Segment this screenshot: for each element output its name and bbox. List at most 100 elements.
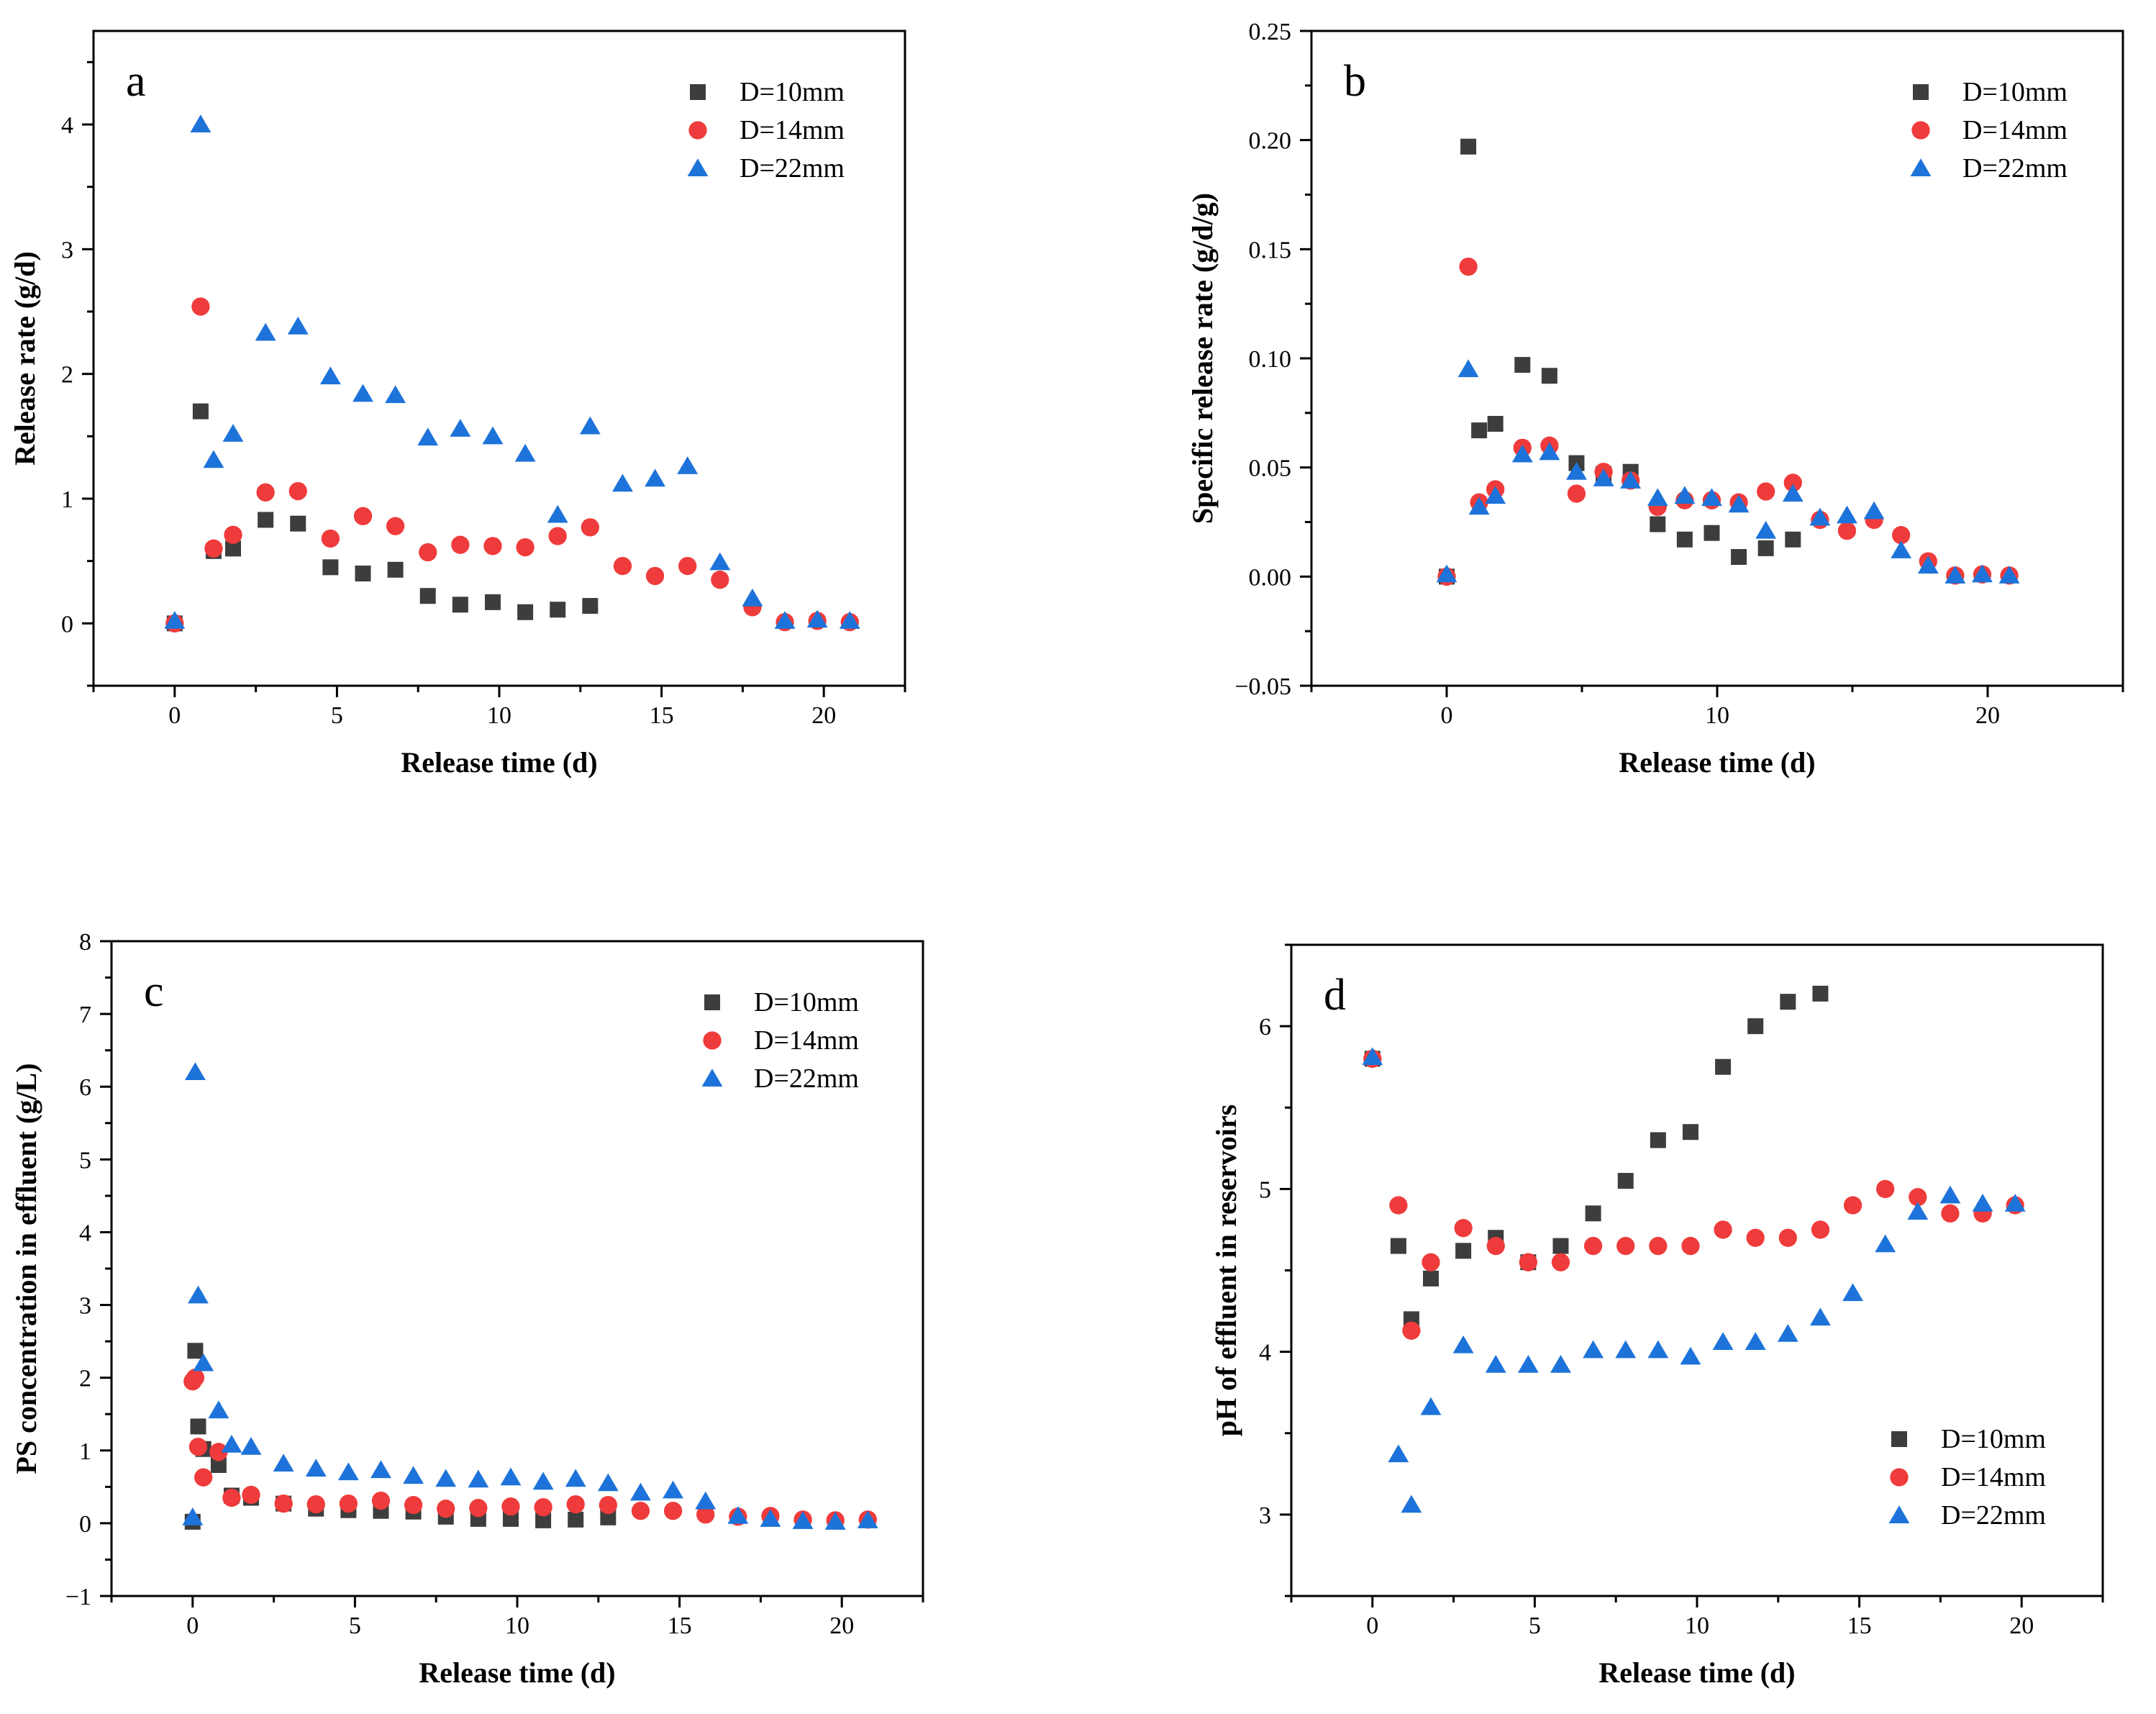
series-d-22mm	[1436, 359, 2020, 584]
data-point	[190, 114, 211, 132]
data-point	[186, 1369, 205, 1387]
y-axis-label: PS concentration in effluent (g/L)	[10, 1063, 42, 1474]
y-tick-label: 2	[61, 362, 73, 389]
data-point	[1755, 520, 1777, 539]
data-point	[194, 1468, 213, 1487]
data-point	[210, 1457, 227, 1473]
panel-letter: a	[126, 57, 146, 106]
panel-d-ph-effluent: 0 5 10 15 20 3 4 5 6 Release time (d) pH of efflue…	[1210, 943, 2104, 1689]
y-tick-label: 0	[79, 1511, 91, 1538]
panel-a-release-rate: 0 5 10 15 20 0 1 2 3 4 Release time (d) Release rat…	[9, 30, 906, 779]
panel-letter: c	[144, 967, 164, 1016]
data-point	[534, 1497, 552, 1517]
data-point	[1647, 488, 1668, 507]
data-point	[582, 598, 599, 615]
legend-marker	[1891, 1431, 1907, 1447]
data-point	[404, 1495, 423, 1515]
data-point	[1552, 1238, 1569, 1254]
data-point	[548, 527, 567, 545]
data-point	[581, 518, 599, 537]
data-point	[1778, 1228, 1797, 1247]
data-point	[1757, 540, 1774, 556]
data-point	[435, 1469, 457, 1487]
data-point	[225, 540, 242, 557]
data-point	[1452, 1335, 1474, 1353]
data-point	[547, 504, 568, 523]
data-point	[1422, 1253, 1440, 1271]
legend-label: D=10mm	[754, 987, 859, 1017]
data-point	[663, 1480, 684, 1499]
legend-marker	[1910, 158, 1932, 176]
series-d-14mm	[1363, 1049, 2024, 1340]
legend-marker	[704, 994, 720, 1010]
data-point	[1485, 486, 1506, 504]
data-point	[1460, 138, 1477, 155]
x-tick-label: 10	[487, 702, 511, 729]
data-point	[319, 366, 341, 385]
data-point	[1454, 1219, 1473, 1238]
data-point	[501, 1497, 520, 1516]
y-tick-label: 0.10	[1249, 346, 1292, 373]
data-point	[1617, 1173, 1634, 1189]
data-point	[1715, 1058, 1732, 1075]
x-axis-label: Release time (d)	[1619, 746, 1815, 779]
data-point	[1876, 1179, 1895, 1199]
data-point	[242, 1485, 260, 1505]
y-tick-label: 2	[79, 1366, 91, 1392]
legend-label: D=22mm	[740, 153, 845, 183]
data-point	[839, 611, 860, 629]
data-point	[514, 443, 536, 462]
data-point	[1783, 473, 1802, 492]
data-point	[1746, 1228, 1765, 1247]
y-tick-label: 5	[1259, 1176, 1271, 1203]
data-point	[1517, 1354, 1539, 1373]
series-d-22mm	[182, 1062, 878, 1530]
data-point	[1457, 359, 1479, 378]
data-point	[1511, 444, 1533, 463]
data-point	[1539, 442, 1560, 461]
data-point	[1842, 1283, 1864, 1302]
data-point	[1891, 540, 1912, 558]
data-point	[1875, 1234, 1896, 1253]
data-point	[1388, 1444, 1409, 1463]
data-point	[203, 450, 224, 468]
data-point	[1551, 1253, 1570, 1271]
data-point	[1777, 1323, 1798, 1342]
x-tick-label: 5	[349, 1613, 361, 1639]
data-point	[579, 416, 601, 435]
data-point	[288, 481, 307, 501]
data-point	[711, 571, 729, 589]
data-point	[1650, 1132, 1666, 1148]
data-point	[612, 473, 633, 492]
x-tick-label: 20	[1975, 702, 2000, 729]
data-point	[1810, 1307, 1831, 1326]
data-point	[468, 1469, 489, 1488]
x-tick-label: 20	[2009, 1613, 2034, 1639]
data-point	[1681, 1236, 1700, 1256]
data-point	[222, 424, 244, 442]
data-point	[1680, 1346, 1701, 1365]
data-point	[1785, 531, 1801, 548]
data-point	[451, 535, 470, 554]
legend-marker	[703, 1031, 722, 1050]
legend-marker	[687, 158, 709, 176]
data-point	[371, 1491, 391, 1510]
data-point	[355, 566, 371, 581]
x-tick-label: 15	[668, 1613, 692, 1639]
data-point	[322, 559, 339, 576]
panel-b-specific-release-rate: 0 10 20 −0.05 0.00 0.05 0.10 0.15 0.20 0.25 Releas…	[1186, 19, 2124, 779]
data-point	[1566, 461, 1587, 480]
y-tick-label: 1	[79, 1438, 91, 1465]
data-point	[532, 1472, 554, 1490]
data-point	[222, 1488, 241, 1507]
series-d-14mm	[165, 297, 859, 632]
x-tick-label: 10	[1685, 1613, 1709, 1639]
data-point	[1939, 1185, 1961, 1204]
panel-letter: b	[1344, 57, 1366, 106]
x-tick-label: 0	[168, 702, 181, 729]
data-point	[1674, 486, 1696, 504]
data-point	[1701, 488, 1722, 507]
x-tick-label: 5	[1529, 1613, 1541, 1639]
data-point	[597, 1473, 619, 1492]
data-point	[182, 1507, 204, 1525]
